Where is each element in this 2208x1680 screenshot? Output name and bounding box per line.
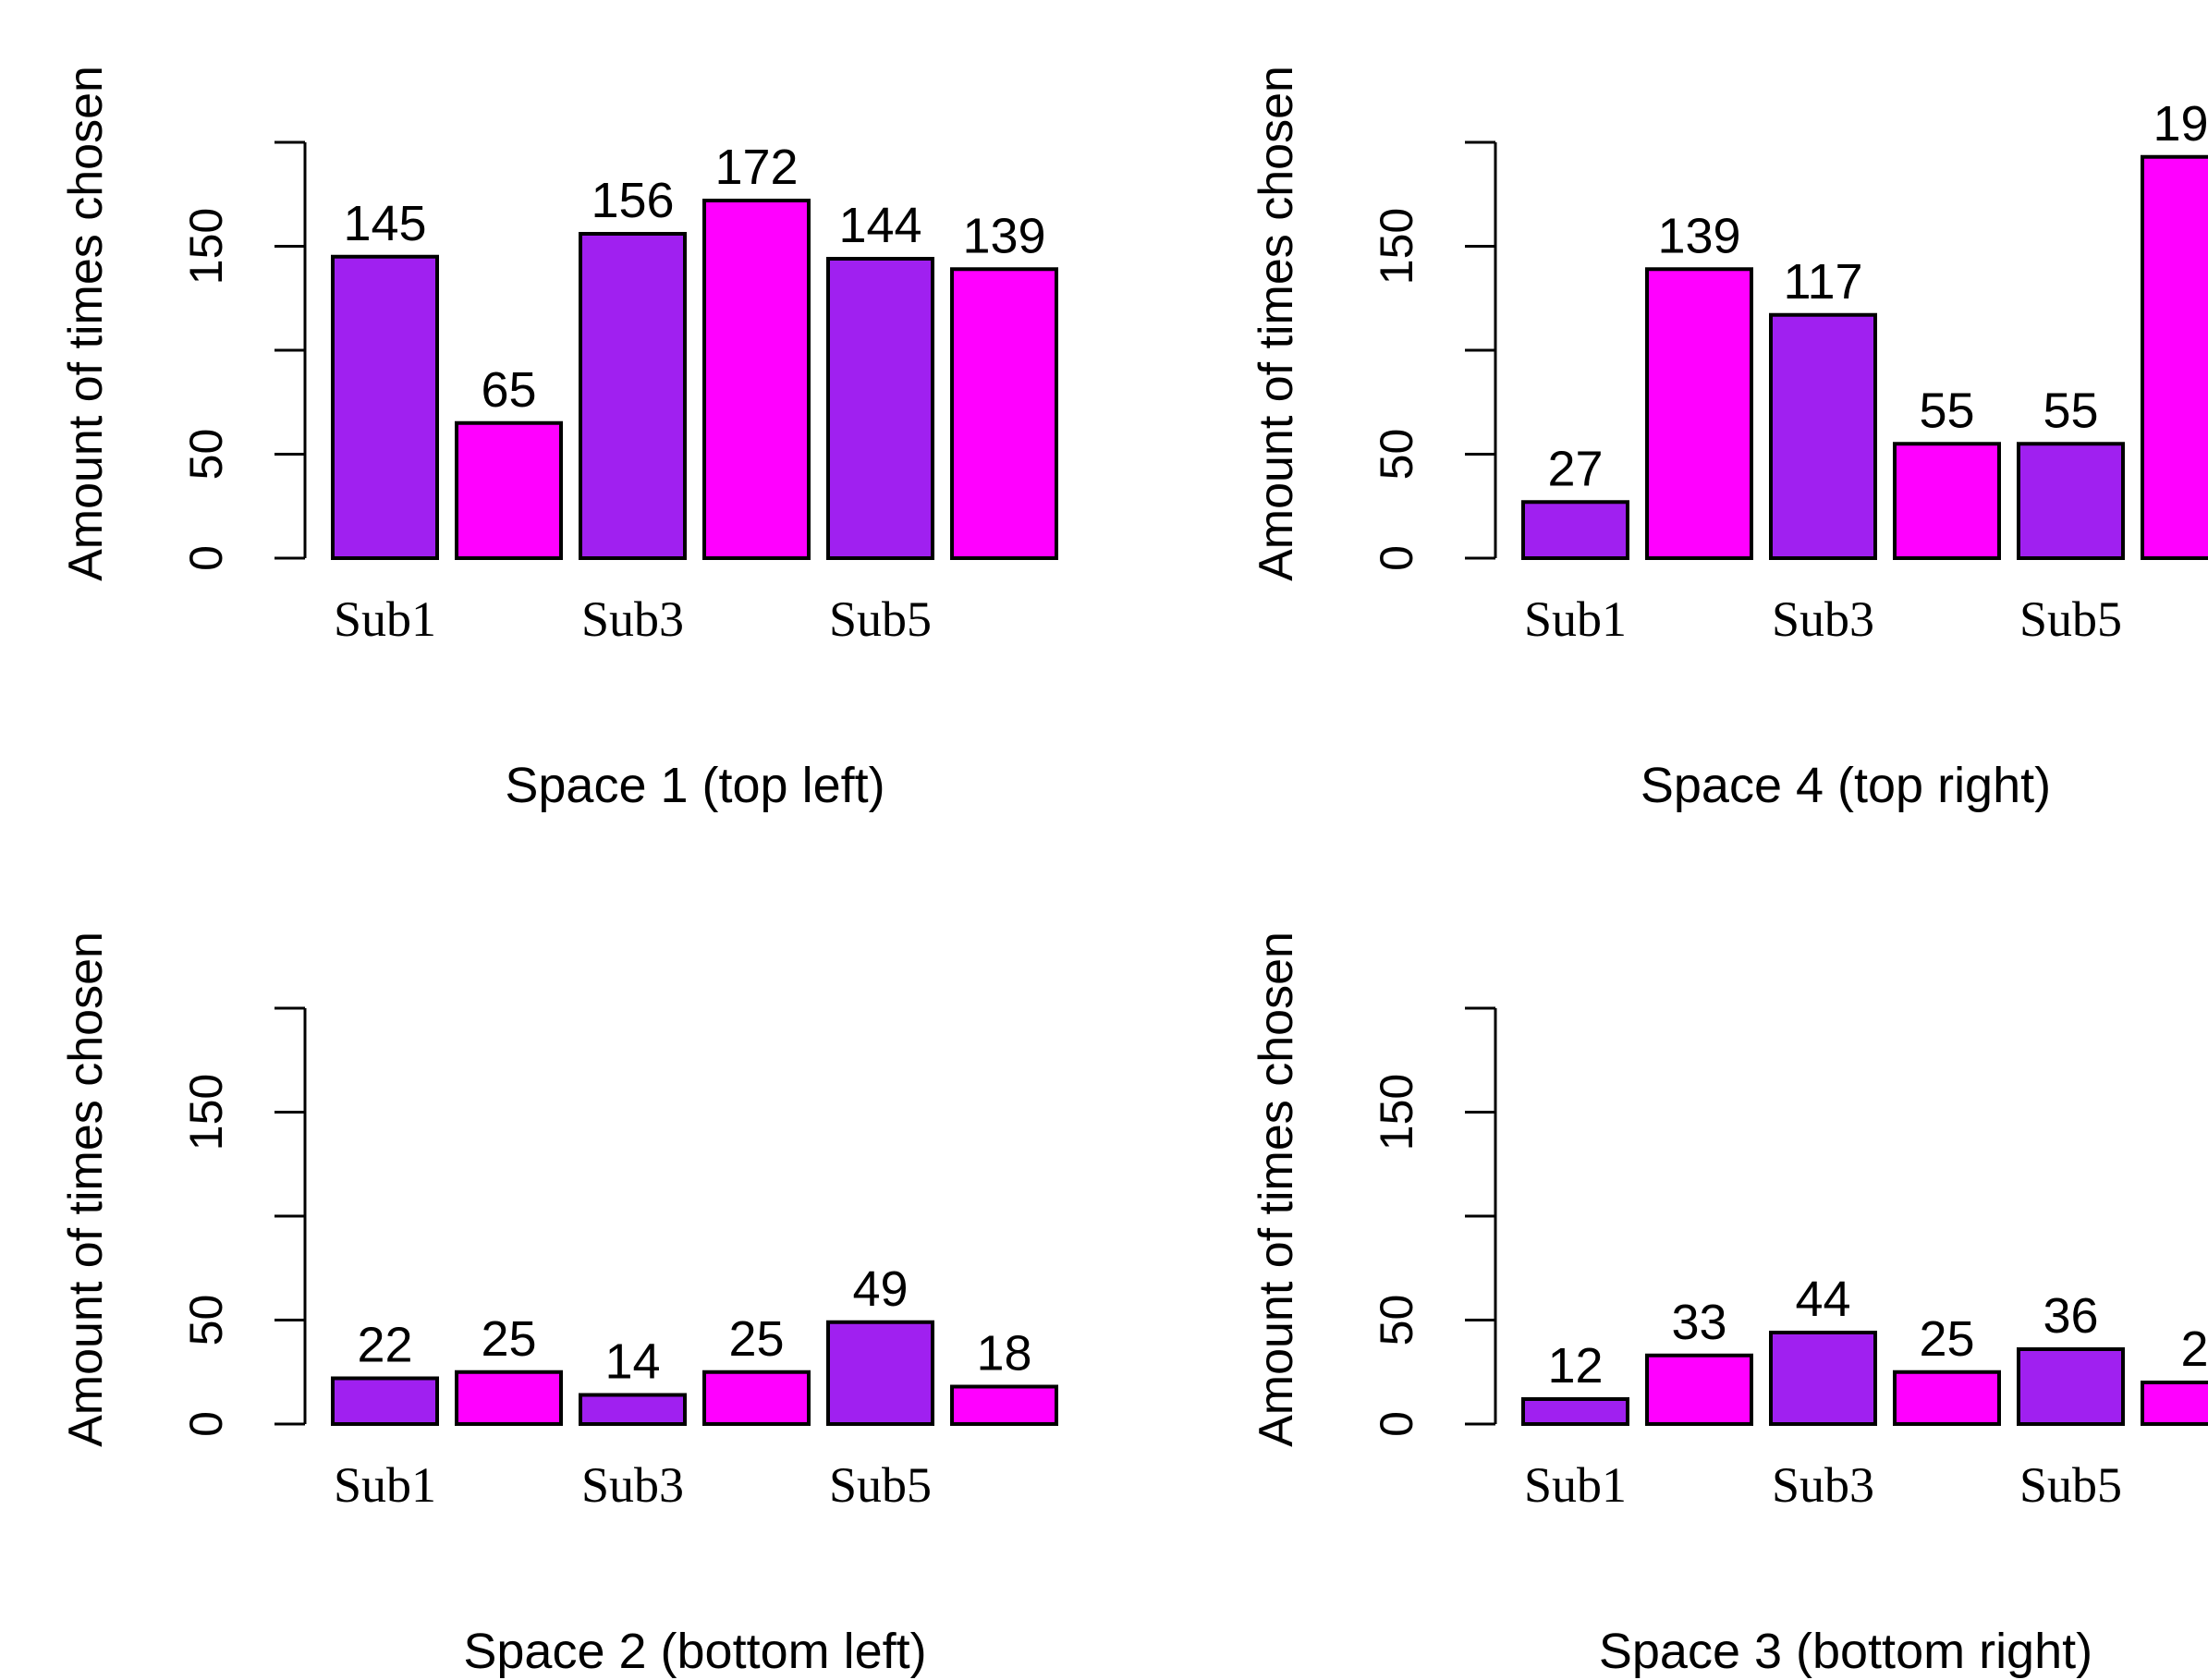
y-tick-label: 50 [180,1295,232,1346]
x-tick-label: Sub1 [1524,1457,1627,1513]
x-tick-label: Sub1 [334,1457,436,1513]
data-label: 14 [604,1334,660,1390]
y-tick-label: 150 [1371,1074,1422,1150]
bar [826,1320,934,1426]
bar [1645,267,1753,560]
data-label: 22 [357,1318,412,1373]
data-label: 2 [2180,1321,2208,1377]
data-label: 18 [976,1326,1031,1382]
y-tick-label: 0 [1371,545,1422,571]
data-label: 36 [2043,1288,2098,1344]
bar [702,1370,811,1426]
bar [1769,312,1877,560]
bar [1645,1353,1753,1426]
y-tick-label: 0 [180,1411,232,1437]
x-tick-label: Sub1 [1524,591,1627,647]
data-label: 33 [1671,1295,1726,1350]
y-tick-label: 150 [180,208,232,285]
chart-panel: 0 50 150 Amount of times chosen 12 Sub1 33 44 Su… [1250,931,2208,1679]
chart-title: Space 3 (bottom right) [1599,1624,2092,1679]
data-label: 25 [728,1311,784,1367]
data-label: 25 [1919,1311,1974,1367]
data-label: 12 [1547,1338,1603,1394]
data-label: 55 [1919,383,1974,438]
data-label: 25 [481,1311,536,1367]
data-label: 139 [1657,208,1740,263]
bar [455,420,563,560]
data-label: 117 [1783,254,1862,310]
x-tick-label: Sub5 [2019,1457,2122,1513]
data-label: 44 [1795,1272,1850,1327]
x-tick-label: Sub5 [829,1457,932,1513]
x-tick-label: Sub3 [1772,1457,1874,1513]
y-axis-label: Amount of times chosen [59,66,113,581]
x-tick-label: Sub3 [1772,591,1874,647]
bar [1893,1370,2001,1426]
data-label: 55 [2043,383,2098,438]
data-label: 27 [1547,441,1603,496]
bar [950,267,1058,560]
x-tick-label: Sub3 [581,1457,684,1513]
bar [1893,442,2001,560]
data-label: 49 [852,1261,908,1317]
data-label: 139 [962,208,1045,263]
y-tick-label: 50 [1371,1295,1422,1346]
bar [826,257,934,560]
chart-panel: 0 50 150 Amount of times chosen 145 Sub1 65 156… [59,66,1058,813]
y-tick-label: 0 [1371,1411,1422,1437]
data-label: 156 [591,173,674,228]
bar [579,232,687,560]
bar [2141,154,2208,560]
chart-panel: 0 50 150 Amount of times chosen 22 Sub1 25 14 Su… [59,931,1058,1679]
y-tick-label: 150 [180,1074,232,1150]
y-tick-label: 50 [180,429,232,481]
chart-title: Space 4 (top right) [1641,758,2051,813]
y-tick-label: 50 [1371,429,1422,481]
bar [1521,500,1629,560]
y-tick-label: 0 [180,545,232,571]
bar [579,1393,687,1426]
y-axis-label: Amount of times chosen [1250,931,1303,1447]
bar [702,199,811,560]
chart-panel: 0 50 150 Amount of times chosen 27 Sub1 139 117… [1250,66,2208,813]
bar [2141,1381,2208,1426]
chart-title: Space 1 (top left) [505,758,884,813]
bar [1521,1397,1629,1426]
y-axis-label: Amount of times chosen [59,931,113,1447]
x-tick-label: Sub1 [334,591,436,647]
chart-title: Space 2 (bottom left) [463,1624,926,1679]
data-label: 145 [343,196,426,251]
bar [331,1376,439,1426]
data-label: 65 [481,362,536,418]
y-axis-label: Amount of times chosen [1250,66,1303,581]
bar [1769,1331,1877,1426]
data-label: 172 [714,140,798,195]
x-tick-label: Sub5 [2019,591,2122,647]
x-tick-label: Sub5 [829,591,932,647]
bar [455,1370,563,1426]
x-tick-label: Sub3 [581,591,684,647]
bar [331,254,439,560]
data-label: 193 [2153,96,2208,152]
y-tick-label: 150 [1371,208,1422,285]
data-label: 144 [838,198,921,253]
bar [950,1384,1058,1426]
bar [2017,1347,2125,1426]
bar [2017,442,2125,560]
